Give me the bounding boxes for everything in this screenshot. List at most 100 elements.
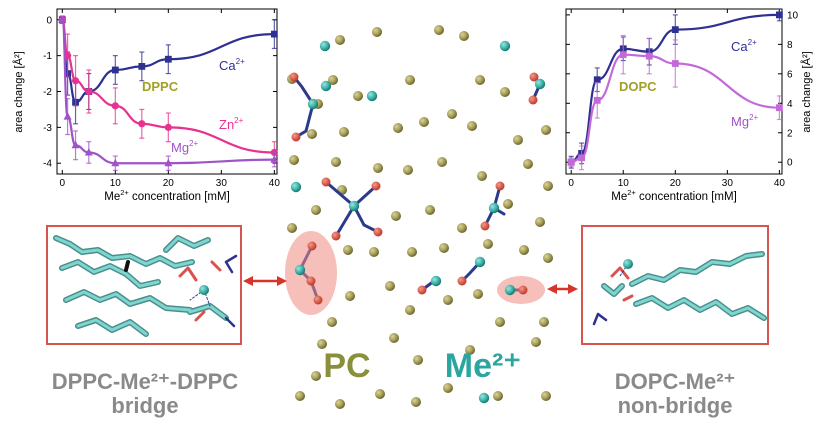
data-point <box>58 15 67 23</box>
right-series <box>567 8 783 171</box>
right-snapshot-frame <box>581 225 769 345</box>
me-atom <box>488 202 500 214</box>
right-x-axis-label: Me2+ concentration [mM] <box>611 188 737 203</box>
me-atom <box>534 78 546 90</box>
pc-atom <box>331 157 341 167</box>
pc-atom <box>531 337 541 347</box>
pc-atom <box>353 91 363 101</box>
y-tick-label: -4 <box>43 159 52 170</box>
data-point <box>111 102 119 110</box>
data-point <box>138 62 146 70</box>
pc-atom <box>405 305 415 315</box>
left-axis-ticks: 0 10 20 30 40 0 -1 -2 -3 -4 <box>43 9 280 189</box>
left-double-arrow <box>243 276 287 286</box>
pc-atom <box>443 383 453 393</box>
x-tick-label: 20 <box>163 178 175 189</box>
pc-atom <box>543 181 553 191</box>
pc-atom <box>500 87 510 97</box>
me-atom <box>499 40 511 52</box>
pc-atom <box>289 155 299 165</box>
me-atom <box>504 284 516 296</box>
right-snapshot-caption-line1: DOPC-Me²⁺ <box>615 369 735 394</box>
y-tick-label: 8 <box>787 40 793 51</box>
pc-atom <box>385 281 395 291</box>
data-point <box>671 26 679 34</box>
x-tick-label: 30 <box>722 178 734 189</box>
pc-atom <box>375 389 385 399</box>
pc-atom <box>311 205 321 215</box>
x-tick-label: 40 <box>774 178 786 189</box>
x-tick-label: 40 <box>269 178 281 189</box>
pc-atom <box>419 117 429 127</box>
pc-atom <box>495 317 505 327</box>
data-point <box>164 123 172 131</box>
pc-atom <box>425 205 435 215</box>
pc-atom <box>328 75 338 85</box>
me-atom <box>478 392 490 404</box>
me-atom <box>366 90 378 102</box>
x-tick-label: 20 <box>670 178 682 189</box>
pc-atom <box>335 399 345 409</box>
series-zn2- <box>58 15 278 164</box>
me-atom <box>348 200 360 212</box>
right-snapshot-molecule <box>592 251 767 326</box>
x-tick-label: 0 <box>60 178 66 189</box>
x-tick-label: 30 <box>216 178 228 189</box>
y-tick-label: 6 <box>787 69 793 80</box>
series-mg2- <box>58 15 279 172</box>
data-point <box>164 55 172 63</box>
pc-atoms <box>287 25 553 409</box>
right-chart-title: DOPC <box>619 79 657 94</box>
pc-atom <box>369 247 379 257</box>
pc-atom <box>513 135 523 145</box>
pc-atom <box>503 199 513 209</box>
pc-atom <box>475 75 485 85</box>
left-x-axis-label: Me2+ concentration [mM] <box>104 188 230 203</box>
data-point <box>775 104 783 112</box>
y-tick-label: -2 <box>43 87 52 98</box>
right-snapshot: DOPC-Me²⁺ non-bridge <box>581 225 769 418</box>
pc-atom <box>447 109 457 119</box>
right-mg-label: Mg2+ <box>731 113 759 129</box>
pc-atom <box>317 339 327 349</box>
left-ca-label: Ca2+ <box>219 57 245 73</box>
pc-atom <box>287 223 297 233</box>
y-tick-label: 0 <box>787 158 793 169</box>
data-point <box>111 158 120 167</box>
pc-atom <box>467 121 477 131</box>
pc-atom <box>465 345 475 355</box>
data-point <box>645 52 653 60</box>
left-chart: 0 10 20 30 40 0 -1 -2 -3 -4 area change [Å²] Me2+… <box>12 8 280 203</box>
right-ca-label: Ca2+ <box>731 38 757 54</box>
pc-atom <box>407 247 417 257</box>
pc-atom <box>541 391 551 401</box>
pc-atom <box>405 75 415 85</box>
left-snapshot-molecule <box>53 235 238 337</box>
data-point <box>71 77 80 85</box>
data-point <box>567 158 575 166</box>
pc-atom <box>339 127 349 137</box>
pc-atom <box>523 159 533 169</box>
pc-atom <box>473 289 483 299</box>
y-tick-label: -3 <box>43 123 52 134</box>
pc-atom <box>335 35 345 45</box>
left-series <box>58 15 279 172</box>
data-point <box>775 11 783 19</box>
pc-atom <box>403 165 413 175</box>
pc-label: PC <box>323 347 370 385</box>
left-mg-label: Mg2+ <box>171 139 199 155</box>
me-atom <box>294 264 306 276</box>
pc-atom <box>457 223 467 233</box>
y-tick-label: 2 <box>787 128 793 139</box>
data-point <box>138 120 146 128</box>
data-point <box>63 112 72 120</box>
series-mg2- <box>567 34 783 171</box>
pc-atom <box>411 397 421 407</box>
pc-atom <box>443 295 453 305</box>
pc-atom <box>391 211 401 221</box>
left-y-axis-label: area change [Å²] <box>12 51 25 132</box>
pc-atom <box>413 355 423 365</box>
right-plot-frame <box>565 8 783 175</box>
pc-atom <box>519 245 529 255</box>
